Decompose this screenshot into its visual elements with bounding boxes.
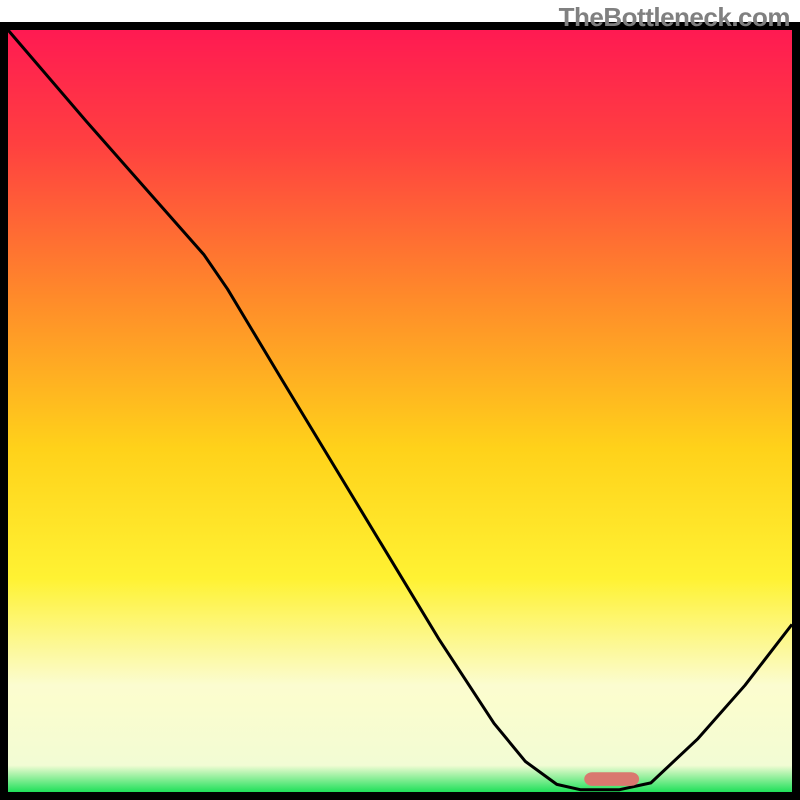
gradient-background (8, 30, 792, 792)
highlight-marker (584, 772, 639, 786)
plot-svg (0, 0, 800, 800)
watermark-text: TheBottleneck.com (559, 2, 790, 33)
chart-root: TheBottleneck.com (0, 0, 800, 800)
